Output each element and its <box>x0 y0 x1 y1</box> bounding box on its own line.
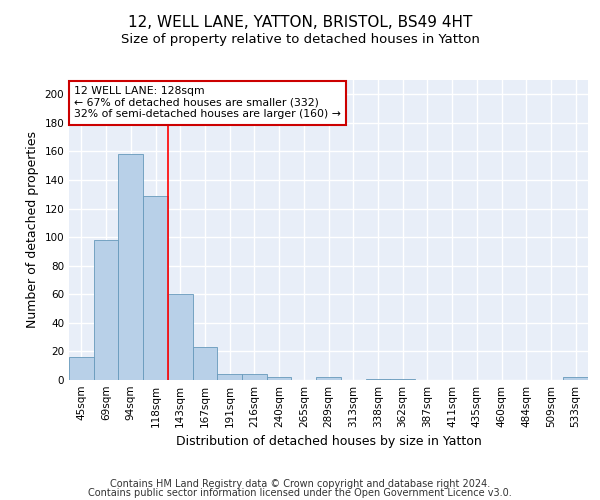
Text: Contains public sector information licensed under the Open Government Licence v3: Contains public sector information licen… <box>88 488 512 498</box>
Bar <box>390 378 415 380</box>
Bar <box>267 377 292 380</box>
Bar <box>316 377 341 380</box>
Bar <box>118 154 143 380</box>
Bar <box>143 196 168 380</box>
Text: 12 WELL LANE: 128sqm
← 67% of detached houses are smaller (332)
32% of semi-deta: 12 WELL LANE: 128sqm ← 67% of detached h… <box>74 86 341 119</box>
Bar <box>563 377 588 380</box>
Bar <box>242 374 267 380</box>
X-axis label: Distribution of detached houses by size in Yatton: Distribution of detached houses by size … <box>176 436 481 448</box>
Y-axis label: Number of detached properties: Number of detached properties <box>26 132 39 328</box>
Bar <box>217 374 242 380</box>
Bar <box>69 357 94 380</box>
Text: Size of property relative to detached houses in Yatton: Size of property relative to detached ho… <box>121 32 479 46</box>
Bar <box>193 347 217 380</box>
Text: Contains HM Land Registry data © Crown copyright and database right 2024.: Contains HM Land Registry data © Crown c… <box>110 479 490 489</box>
Bar <box>168 294 193 380</box>
Text: 12, WELL LANE, YATTON, BRISTOL, BS49 4HT: 12, WELL LANE, YATTON, BRISTOL, BS49 4HT <box>128 15 472 30</box>
Bar <box>365 378 390 380</box>
Bar <box>94 240 118 380</box>
